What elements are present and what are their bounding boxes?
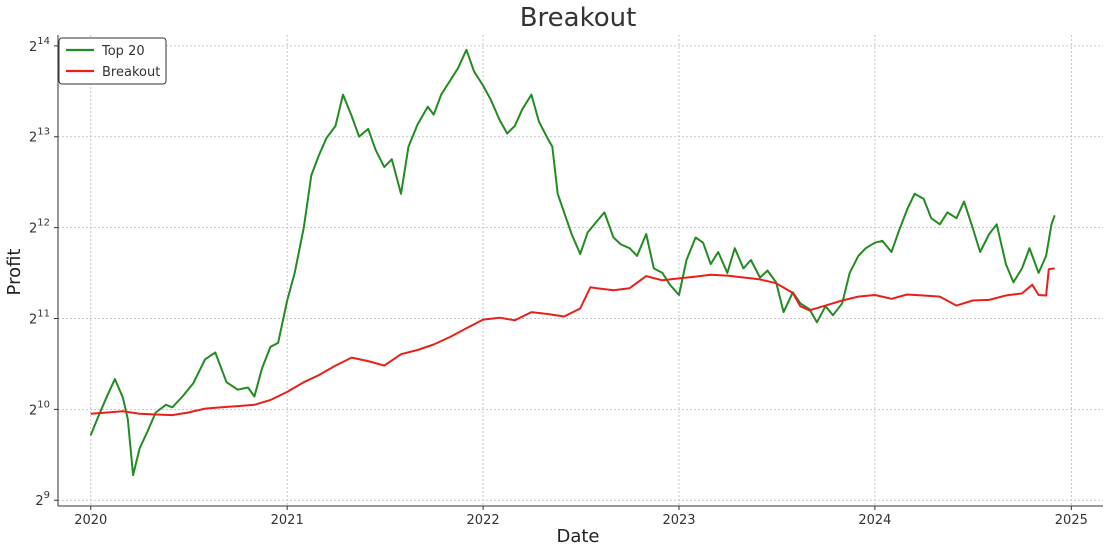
y-tick-exponent: 14 — [37, 36, 50, 47]
x-axis-title: Date — [556, 526, 599, 547]
x-tick-label: 2023 — [662, 513, 695, 528]
x-tick-label: 2022 — [467, 513, 500, 528]
x-tick-label: 2025 — [1055, 513, 1088, 528]
x-tick-label: 2024 — [858, 513, 891, 528]
y-tick-label: 214 — [29, 36, 50, 55]
y-tick-base: 2 — [35, 494, 43, 509]
y-tick-label: 210 — [29, 399, 50, 418]
y-tick-base: 2 — [29, 131, 37, 146]
legend-label-breakout: Breakout — [102, 65, 160, 80]
series-lines — [89, 48, 1056, 477]
y-tick-label: 29 — [35, 490, 50, 509]
series-line-top-20 — [89, 48, 1056, 477]
y-tick-base: 2 — [29, 403, 37, 418]
legend: Top 20 Breakout — [58, 37, 167, 85]
y-tick-exponent: 12 — [37, 218, 50, 229]
y-tick-label: 213 — [29, 127, 50, 146]
y-axis-title: Profit — [4, 249, 25, 296]
legend-label-top-20: Top 20 — [101, 44, 145, 59]
chart-title: Breakout — [520, 3, 637, 33]
y-tick-exponent: 10 — [37, 399, 50, 410]
tick-labels: 2020 2021 2022 2023 2024 20252921021121221321… — [29, 36, 1088, 528]
x-tick-label: 2020 — [74, 513, 107, 528]
y-tick-exponent: 13 — [37, 127, 50, 138]
y-tick-base: 2 — [29, 312, 37, 327]
x-tick-label: 2021 — [271, 513, 304, 528]
grid — [58, 35, 1103, 506]
y-tick-exponent: 9 — [44, 490, 50, 501]
axes — [57, 35, 1103, 507]
y-tick-exponent: 11 — [37, 308, 50, 319]
y-tick-base: 2 — [29, 222, 37, 237]
y-tick-base: 2 — [29, 40, 37, 55]
y-tick-label: 212 — [29, 218, 50, 237]
series-line-breakout — [90, 267, 1055, 417]
y-tick-label: 211 — [29, 308, 50, 327]
